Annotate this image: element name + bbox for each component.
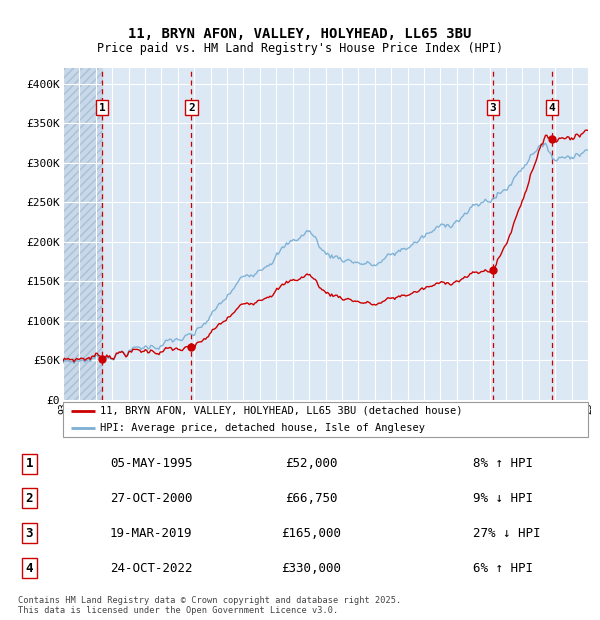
Text: 24-OCT-2022: 24-OCT-2022 bbox=[110, 562, 193, 575]
Text: 11, BRYN AFON, VALLEY, HOLYHEAD, LL65 3BU: 11, BRYN AFON, VALLEY, HOLYHEAD, LL65 3B… bbox=[128, 27, 472, 41]
Text: HPI: Average price, detached house, Isle of Anglesey: HPI: Average price, detached house, Isle… bbox=[100, 423, 425, 433]
Text: £165,000: £165,000 bbox=[281, 527, 341, 540]
Text: 05-MAY-1995: 05-MAY-1995 bbox=[110, 457, 193, 470]
Bar bbox=[63, 68, 102, 400]
Text: 3: 3 bbox=[490, 103, 496, 113]
Text: 27% ↓ HPI: 27% ↓ HPI bbox=[473, 527, 540, 540]
Text: 2: 2 bbox=[26, 492, 33, 505]
Text: 3: 3 bbox=[26, 527, 33, 540]
Text: 2: 2 bbox=[188, 103, 195, 113]
Text: £330,000: £330,000 bbox=[281, 562, 341, 575]
Text: £66,750: £66,750 bbox=[285, 492, 338, 505]
Text: 4: 4 bbox=[548, 103, 556, 113]
Text: Contains HM Land Registry data © Crown copyright and database right 2025.
This d: Contains HM Land Registry data © Crown c… bbox=[18, 596, 401, 615]
Text: 4: 4 bbox=[26, 562, 33, 575]
Text: 11, BRYN AFON, VALLEY, HOLYHEAD, LL65 3BU (detached house): 11, BRYN AFON, VALLEY, HOLYHEAD, LL65 3B… bbox=[100, 405, 462, 415]
Text: £52,000: £52,000 bbox=[285, 457, 338, 470]
FancyBboxPatch shape bbox=[63, 402, 588, 437]
Text: 6% ↑ HPI: 6% ↑ HPI bbox=[473, 562, 533, 575]
Text: Price paid vs. HM Land Registry's House Price Index (HPI): Price paid vs. HM Land Registry's House … bbox=[97, 42, 503, 55]
Text: 19-MAR-2019: 19-MAR-2019 bbox=[110, 527, 193, 540]
Text: 9% ↓ HPI: 9% ↓ HPI bbox=[473, 492, 533, 505]
Text: 27-OCT-2000: 27-OCT-2000 bbox=[110, 492, 193, 505]
Text: 1: 1 bbox=[26, 457, 33, 470]
Text: 8% ↑ HPI: 8% ↑ HPI bbox=[473, 457, 533, 470]
Text: 1: 1 bbox=[98, 103, 105, 113]
Bar bbox=[63, 68, 102, 400]
